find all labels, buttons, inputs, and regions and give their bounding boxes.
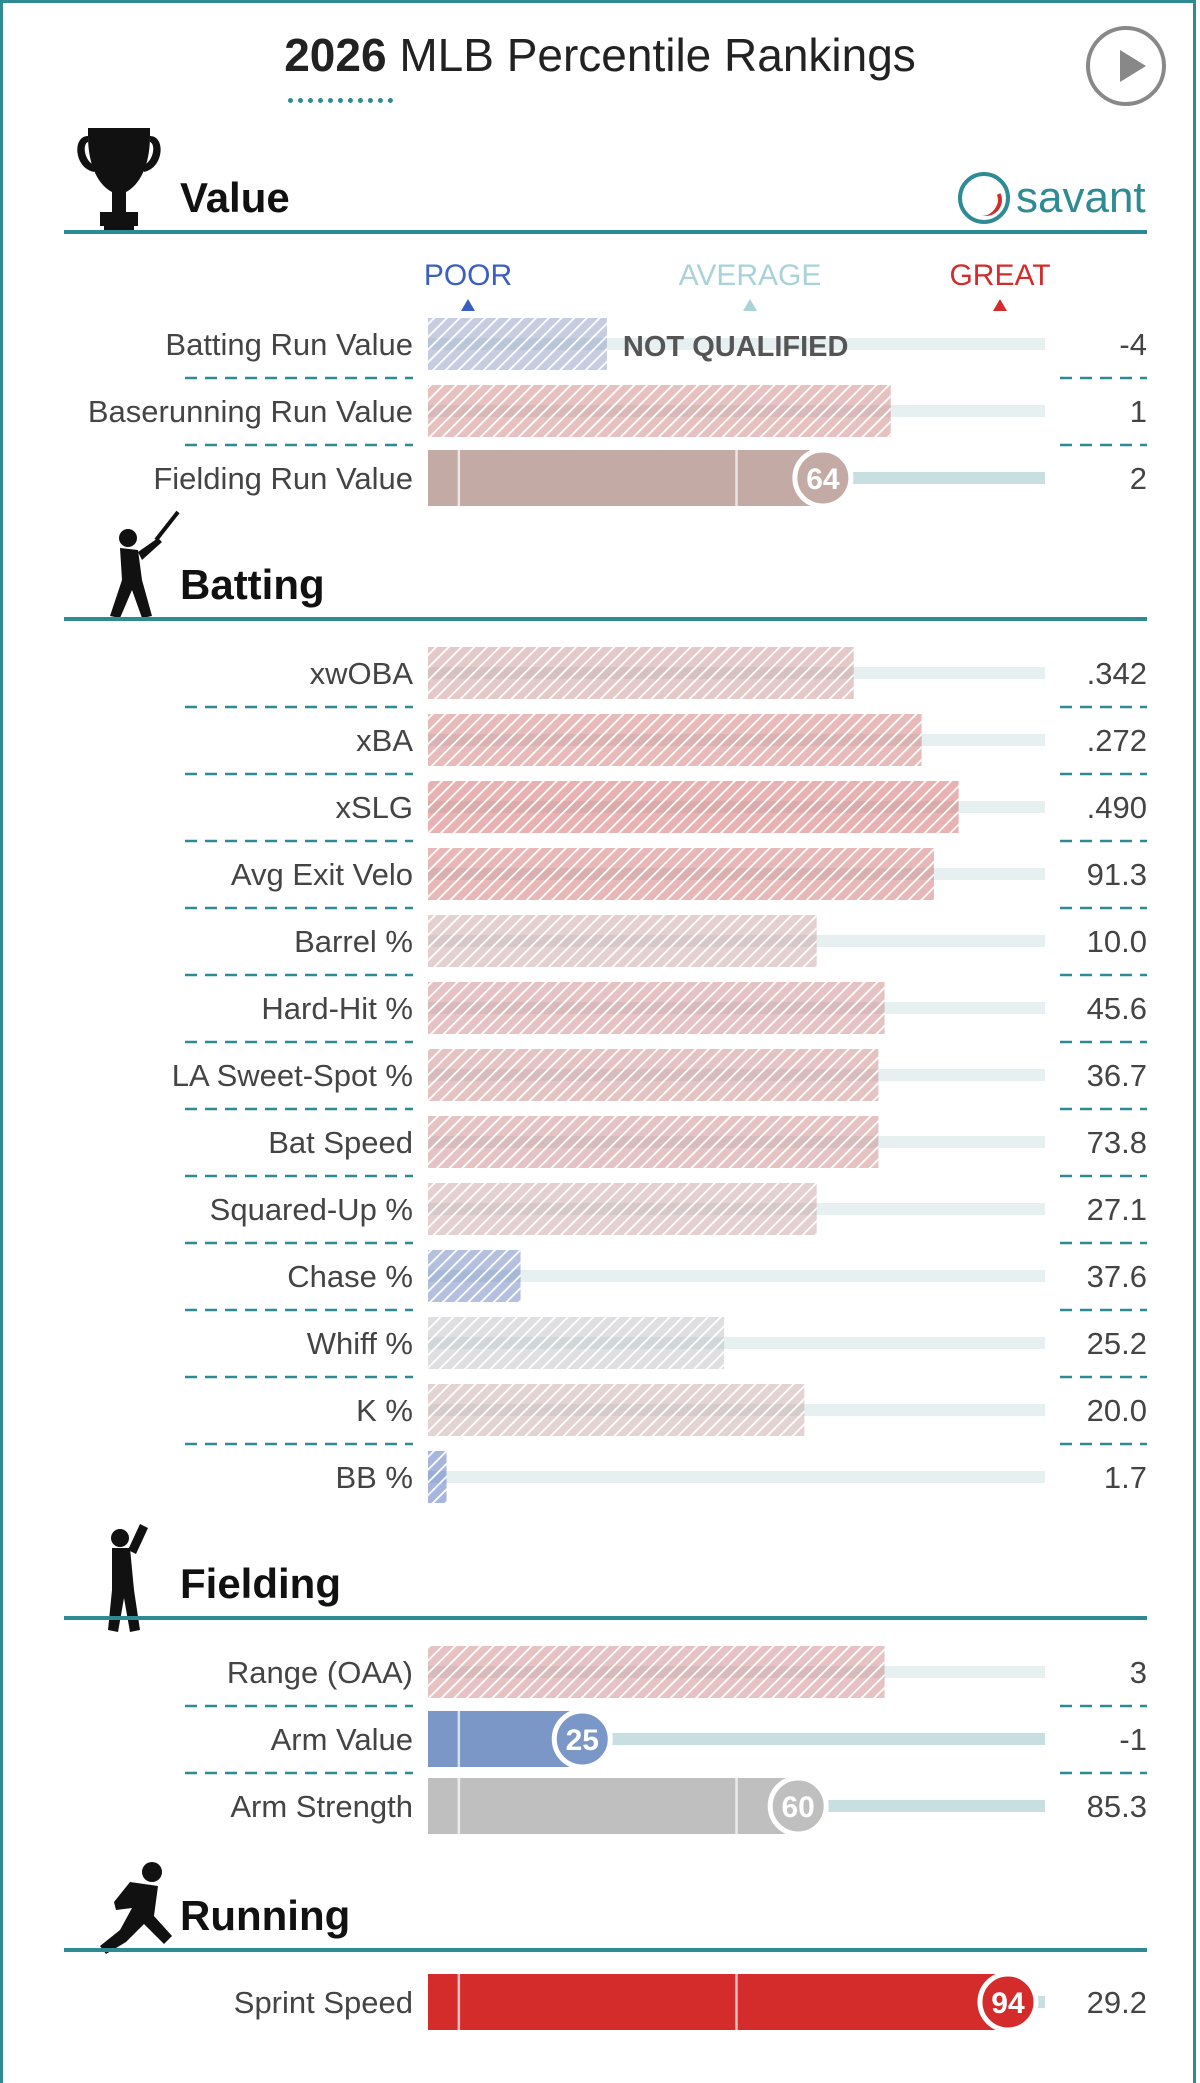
metric-value-bat-speed: 73.8 — [1087, 1125, 1147, 1160]
metric-label-range-oaa: Range (OAA) — [227, 1655, 413, 1690]
metric-label-la-sweet-spot: LA Sweet-Spot % — [172, 1058, 413, 1093]
metric-value-baserunning-run-value: 1 — [1130, 394, 1147, 429]
bar-hatch-range-oaa — [428, 1646, 885, 1698]
badge-fielding-run-value — [792, 447, 854, 509]
metric-value-squared-up: 27.1 — [1087, 1192, 1147, 1227]
metric-label-chase: Chase % — [287, 1259, 413, 1294]
metric-label-fielding-run-value: Fielding Run Value — [153, 461, 413, 496]
bar-hatch-xba — [428, 714, 922, 766]
metric-value-k: 20.0 — [1087, 1393, 1147, 1428]
metric-value-barrel: 10.0 — [1087, 924, 1147, 959]
metric-value-chase: 37.6 — [1087, 1259, 1147, 1294]
section-title-value: Value — [180, 174, 290, 221]
fielder-icon — [108, 1524, 148, 1632]
bar-hatch-la-sweet-spot — [428, 1049, 879, 1101]
scale-poor-label: POOR — [424, 259, 512, 292]
metric-value-arm-value: -1 — [1119, 1722, 1147, 1757]
metric-label-bb: BB % — [335, 1460, 413, 1495]
metric-value-xslg: .490 — [1087, 790, 1147, 825]
badge-arm-value — [551, 1708, 613, 1770]
metric-label-xba: xBA — [356, 723, 413, 758]
metric-value-sprint-speed: 29.2 — [1087, 1985, 1147, 2020]
metric-value-bb: 1.7 — [1104, 1460, 1147, 1495]
metric-label-sprint-speed: Sprint Speed — [234, 1985, 413, 2020]
metric-label-avg-exit-velo: Avg Exit Velo — [231, 857, 413, 892]
metric-label-arm-strength: Arm Strength — [230, 1789, 413, 1824]
title-text: MLB Percentile Rankings — [399, 29, 916, 81]
title-underline — [288, 98, 393, 103]
bar-hatch-xslg — [428, 781, 959, 833]
batter-icon — [110, 510, 180, 618]
metric-value-whiff: 25.2 — [1087, 1326, 1147, 1361]
bar-hatch-xwoba — [428, 647, 854, 699]
metric-label-hard-hit: Hard-Hit % — [261, 991, 413, 1026]
badge-value-arm-strength: 60 — [782, 1791, 815, 1824]
section-title-running: Running — [180, 1892, 350, 1939]
track-bb — [428, 1471, 1045, 1483]
runner-icon — [100, 1862, 172, 1954]
metric-value-range-oaa: 3 — [1130, 1655, 1147, 1690]
bar-hatch-bb — [428, 1451, 447, 1503]
bar-fielding-run-value — [428, 450, 823, 506]
section-title-fielding: Fielding — [180, 1560, 341, 1607]
bar-arm-strength — [428, 1778, 799, 1834]
status-batting-run-value: NOT QUALIFIED — [623, 331, 849, 363]
badge-value-sprint-speed: 94 — [991, 1987, 1025, 2020]
metric-label-xwoba: xwOBA — [310, 656, 414, 691]
page-title: 2026 MLB Percentile Rankings — [0, 28, 1200, 82]
metric-label-arm-value: Arm Value — [271, 1722, 413, 1757]
bar-hatch-squared-up — [428, 1183, 817, 1235]
bar-hatch-barrel — [428, 915, 817, 967]
metric-label-squared-up: Squared-Up % — [210, 1192, 413, 1227]
metric-value-hard-hit: 45.6 — [1087, 991, 1147, 1026]
section-title-batting: Batting — [180, 561, 325, 608]
scale-great-label: GREAT — [949, 259, 1050, 292]
metric-label-batting-run-value: Batting Run Value — [165, 327, 413, 362]
track-chase — [428, 1270, 1045, 1282]
metric-value-batting-run-value: -4 — [1119, 327, 1147, 362]
bar-hatch-bat-speed — [428, 1116, 879, 1168]
bar-hatch-baserunning-run-value — [428, 385, 891, 437]
metric-value-xba: .272 — [1087, 723, 1147, 758]
bar-hatch-hard-hit — [428, 982, 885, 1034]
badge-value-arm-value: 25 — [566, 1724, 599, 1757]
scale-average-marker-icon — [743, 299, 757, 311]
metric-value-avg-exit-velo: 91.3 — [1087, 857, 1147, 892]
bar-hatch-k — [428, 1384, 805, 1436]
badge-value-fielding-run-value: 64 — [806, 463, 840, 496]
metric-label-whiff: Whiff % — [307, 1326, 413, 1361]
metric-label-k: K % — [356, 1393, 413, 1428]
play-button[interactable] — [1086, 26, 1166, 106]
bar-hatch-batting-run-value — [428, 318, 607, 370]
savant-brand[interactable]: savant — [958, 168, 1146, 228]
bar-hatch-avg-exit-velo — [428, 848, 934, 900]
bar-hatch-chase — [428, 1250, 521, 1302]
trophy-icon — [77, 128, 161, 232]
metric-value-xwoba: .342 — [1087, 656, 1147, 691]
metric-label-xslg: xSLG — [335, 790, 413, 825]
metric-label-baserunning-run-value: Baserunning Run Value — [88, 394, 413, 429]
metric-label-barrel: Barrel % — [294, 924, 413, 959]
bar-sprint-speed — [428, 1974, 1008, 2030]
title-year: 2026 — [284, 29, 387, 81]
scale-great-marker-icon — [993, 299, 1007, 311]
baseball-icon — [958, 172, 1010, 224]
badge-sprint-speed — [977, 1971, 1039, 2033]
scale-poor-marker-icon — [461, 299, 475, 311]
scale-average-label: AVERAGE — [679, 259, 822, 292]
bar-hatch-whiff — [428, 1317, 725, 1369]
savant-label: savant — [1016, 173, 1146, 222]
badge-arm-strength — [767, 1775, 829, 1837]
metric-value-arm-strength: 85.3 — [1087, 1789, 1147, 1824]
metric-label-bat-speed: Bat Speed — [268, 1125, 413, 1160]
metric-value-fielding-run-value: 2 — [1130, 461, 1147, 496]
metric-value-la-sweet-spot: 36.7 — [1087, 1058, 1147, 1093]
